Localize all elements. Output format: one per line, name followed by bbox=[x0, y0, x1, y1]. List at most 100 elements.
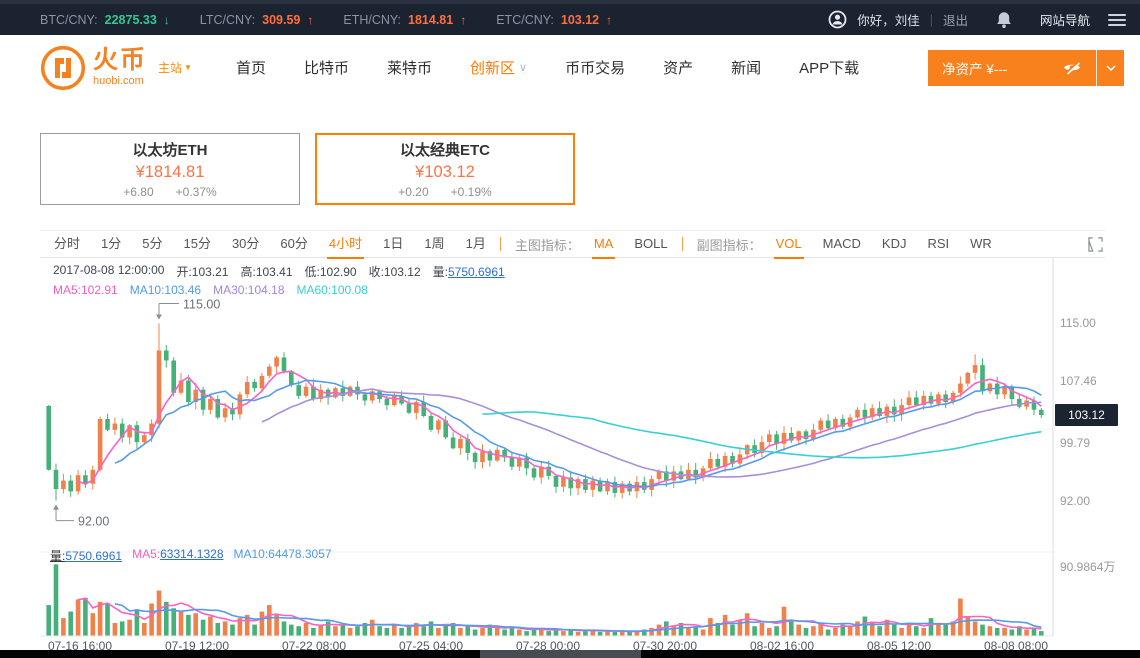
interval-1分[interactable]: 1分 bbox=[101, 236, 122, 251]
nav-item-资产[interactable]: 资产 bbox=[663, 57, 693, 78]
interval-1日[interactable]: 1日 bbox=[383, 236, 404, 251]
asset-dropdown-toggle[interactable] bbox=[1097, 50, 1124, 86]
hamburger-menu-icon[interactable] bbox=[1108, 13, 1126, 26]
indicator-MA[interactable]: MA bbox=[591, 230, 615, 259]
svg-text:115.00: 115.00 bbox=[183, 298, 220, 312]
ticker-list: BTC/CNY: 22875.33 ↓ LTC/CNY: 309.59 ↑ ETH/CNY:… bbox=[40, 13, 612, 27]
volume-value-link[interactable]: 5750.6961 bbox=[65, 549, 123, 563]
ticker-item-btc[interactable]: BTC/CNY: 22875.33 ↓ bbox=[40, 13, 170, 27]
nav-item-label: 创新区 bbox=[470, 60, 516, 77]
site-nav-link[interactable]: 网站导航 bbox=[1039, 14, 1090, 28]
interval-1周[interactable]: 1周 bbox=[424, 236, 445, 251]
indicator-BOLL[interactable]: BOLL bbox=[634, 236, 668, 251]
interval-5分[interactable]: 5分 bbox=[142, 236, 163, 251]
ticker-pair-label: ETC/CNY: bbox=[496, 12, 554, 27]
nav-item-新闻[interactable]: 新闻 bbox=[731, 57, 761, 78]
nav-item-比特币[interactable]: 比特币 bbox=[304, 57, 349, 78]
card-price: ¥1814.81 bbox=[135, 163, 205, 181]
volume-ma5-value[interactable]: 63314.1328 bbox=[160, 547, 224, 561]
interval-1月[interactable]: 1月 bbox=[465, 236, 486, 251]
nav-item-首页[interactable]: 首页 bbox=[236, 57, 266, 78]
eye-off-icon[interactable] bbox=[1062, 60, 1082, 75]
indicator-VOL[interactable]: VOL bbox=[773, 230, 804, 259]
nav-item-莱特币[interactable]: 莱特币 bbox=[387, 57, 432, 78]
volume-ma10-value: MA10:64478.3057 bbox=[233, 547, 332, 561]
notification-bell-icon[interactable] bbox=[996, 11, 1012, 29]
ohlc-info-line: 2017-08-08 12:00:00 开:103.21 高:103.41 低:… bbox=[53, 263, 505, 280]
ticker-value: 103.12 bbox=[560, 12, 600, 27]
ma5-line bbox=[77, 370, 1042, 490]
huobi-brand[interactable]: 火币 huobi.com 主站 ▼ bbox=[40, 45, 192, 91]
arrow-up-icon: ↑ bbox=[460, 12, 467, 27]
ticker-value: 1814.81 bbox=[408, 12, 454, 27]
open-value: 开:103.21 bbox=[176, 265, 229, 279]
site-switcher[interactable]: 主站 ▼ bbox=[158, 59, 192, 76]
site-switcher-label: 主站 bbox=[158, 61, 183, 75]
x-axis-labels: 07-16 16:00 07-19 12:00 07-22 08:00 07-25 0… bbox=[0, 639, 1140, 653]
interval-15分[interactable]: 15分 bbox=[183, 236, 211, 251]
nav-item-币币交易[interactable]: 币币交易 bbox=[565, 57, 625, 78]
volume-ma10-line bbox=[114, 603, 1042, 632]
logout-link[interactable]: 退出 bbox=[942, 14, 968, 28]
market-cards: 以太坊ETH ¥1814.81 +6.80 +0.37% 以太经典ETC ¥10… bbox=[40, 133, 575, 205]
candle-datetime: 2017-08-08 12:00:00 bbox=[53, 263, 165, 277]
arrow-down-icon: ↓ bbox=[163, 12, 170, 27]
ticker-pair-label: BTC/CNY: bbox=[40, 12, 98, 27]
x-axis-label: 07-22 08:00 bbox=[281, 639, 347, 653]
interval-4小时[interactable]: 4小时 bbox=[326, 230, 365, 259]
main-indicator-label: 主图指标： bbox=[514, 237, 580, 253]
x-axis-label: 07-28 00:00 bbox=[515, 639, 581, 653]
volume-value-link[interactable]: 5750.6961 bbox=[447, 265, 505, 279]
nav-item-创新区[interactable]: 创新区 ∨ bbox=[470, 57, 527, 78]
button-divider bbox=[1096, 49, 1097, 86]
nav-item-label: 首页 bbox=[235, 60, 266, 77]
chart-scrollbar[interactable] bbox=[0, 650, 1140, 658]
chevron-down-icon: ∨ bbox=[519, 62, 528, 74]
ticker-value: 22875.33 bbox=[104, 12, 157, 27]
nav-item-label: 新闻 bbox=[731, 60, 762, 77]
ma-value: MA5:102.91 bbox=[53, 283, 118, 297]
market-card-eth[interactable]: 以太坊ETH ¥1814.81 +6.80 +0.37% bbox=[40, 133, 300, 205]
avatar[interactable] bbox=[828, 10, 847, 29]
ticker-pair-label: LTC/CNY: bbox=[199, 12, 256, 27]
market-card-etc[interactable]: 以太经典ETC ¥103.12 +0.20 +0.19% bbox=[315, 133, 575, 205]
user-greeting: 你好，刘佳 bbox=[857, 14, 920, 28]
interval-30分[interactable]: 30分 bbox=[231, 236, 260, 251]
candlestick-chart[interactable]: 115.00 92.00 bbox=[0, 258, 1140, 658]
card-title: 以太经典ETC bbox=[399, 142, 490, 159]
x-axis-label: 08-05 12:00 bbox=[866, 639, 932, 653]
card-change-amount: +0.20 bbox=[398, 185, 429, 199]
ticker-item-etc[interactable]: ETC/CNY: 103.12 ↑ bbox=[496, 13, 612, 27]
ma10-line bbox=[114, 379, 1042, 488]
ma-value: MA60:100.08 bbox=[296, 283, 368, 297]
ticker-item-ltc[interactable]: LTC/CNY: 309.59 ↑ bbox=[200, 13, 314, 27]
volume-ma5-line bbox=[77, 597, 1042, 633]
ma-value: MA10:103.46 bbox=[129, 283, 202, 297]
interval-分时[interactable]: 分时 bbox=[54, 236, 81, 251]
x-axis-label: 08-08 08:00 bbox=[983, 639, 1049, 653]
ticker-pair-label: ETH/CNY: bbox=[343, 12, 402, 27]
fullscreen-icon[interactable] bbox=[1088, 237, 1103, 257]
arrow-up-icon: ↑ bbox=[606, 12, 613, 27]
x-axis-label: 07-19 12:00 bbox=[164, 639, 230, 653]
indicator-RSI[interactable]: RSI bbox=[927, 236, 950, 251]
interval-60分[interactable]: 60分 bbox=[280, 236, 308, 251]
chevron-down-icon bbox=[1105, 64, 1116, 71]
price-annotation-low: 92.00 bbox=[53, 504, 109, 529]
indicator-WR[interactable]: WR bbox=[970, 236, 992, 251]
toolbar-divider bbox=[499, 237, 501, 251]
indicator-MACD[interactable]: MACD bbox=[822, 236, 861, 251]
volume-label: 量: bbox=[50, 549, 66, 563]
net-asset-button[interactable]: 净资产 ¥--- bbox=[928, 49, 1124, 86]
indicator-KDJ[interactable]: KDJ bbox=[881, 236, 907, 251]
top-ticker-bar: BTC/CNY: 22875.33 ↓ LTC/CNY: 309.59 ↑ ETH/CNY:… bbox=[0, 0, 1140, 35]
nav-item-APP下载[interactable]: APP下载 bbox=[799, 57, 859, 78]
scrollbar-thumb[interactable] bbox=[480, 650, 641, 658]
ticker-item-eth[interactable]: ETH/CNY: 1814.81 ↑ bbox=[343, 13, 466, 27]
main-nav: 火币 huobi.com 主站 ▼ 首页 比特币 莱特币 创新区 ∨ 币币交易 资产 新闻 AP… bbox=[0, 35, 1140, 100]
nav-menu: 首页 比特币 莱特币 创新区 ∨ 币币交易 资产 新闻 APP下载 bbox=[236, 57, 859, 78]
high-value: 高:103.41 bbox=[240, 265, 293, 279]
brand-domain: huobi.com bbox=[93, 75, 144, 87]
x-axis-label: 08-02 16:00 bbox=[749, 639, 815, 653]
topbar-user-area: 你好，刘佳 | 退出 网站导航 bbox=[828, 10, 1126, 29]
